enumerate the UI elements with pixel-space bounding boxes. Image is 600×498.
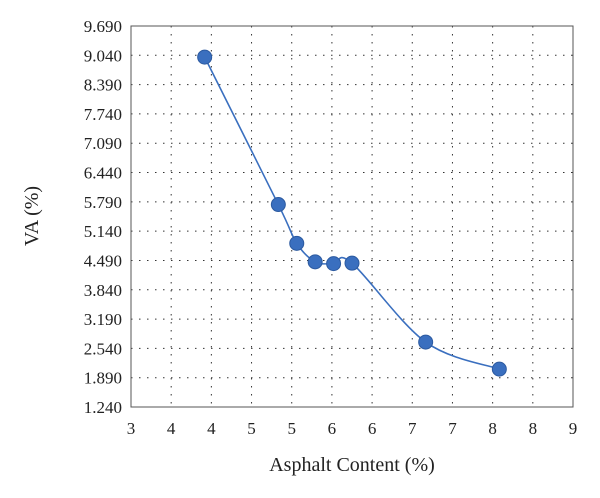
data-point [491, 361, 507, 377]
x-tick-labels: 3 4 4 5 5 6 6 7 7 8 8 9 [127, 419, 578, 438]
y-tick-label: 7.740 [84, 105, 122, 124]
x-tick-label: 9 [569, 419, 578, 438]
x-tick-label: 8 [488, 419, 497, 438]
y-tick-label: 4.490 [84, 251, 122, 270]
x-tick-label: 3 [127, 419, 136, 438]
y-tick-label: 7.090 [84, 134, 122, 153]
y-tick-label: 8.390 [84, 76, 122, 95]
y-tick-label: 1.240 [84, 398, 122, 417]
plot-frame [130, 25, 574, 408]
x-tick-label: 4 [207, 419, 216, 438]
y-tick-label: 5.790 [84, 193, 122, 212]
data-point [307, 254, 323, 270]
y-tick-label: 3.840 [84, 281, 122, 300]
x-tick-label: 8 [529, 419, 538, 438]
x-tick-label: 6 [368, 419, 377, 438]
data-point [326, 256, 342, 272]
x-tick-label: 7 [448, 419, 457, 438]
data-points [197, 49, 507, 377]
y-tick-label: 9.040 [84, 46, 122, 65]
x-tick-label: 6 [328, 419, 337, 438]
y-tick-label: 3.190 [84, 310, 122, 329]
y-tick-labels: 1.240 1.890 2.540 3.190 3.840 4.490 5.140 5.790… [84, 17, 122, 417]
x-tick-label: 7 [408, 419, 417, 438]
data-point [270, 197, 286, 213]
x-axis-title: Asphalt Content (%) [269, 454, 435, 476]
grid-lines [131, 26, 573, 407]
y-tick-label: 9.690 [84, 17, 122, 36]
data-point [344, 255, 360, 271]
x-tick-label: 5 [287, 419, 296, 438]
y-tick-label: 5.140 [84, 222, 122, 241]
y-tick-label: 6.440 [84, 164, 122, 183]
data-point [197, 49, 213, 65]
x-tick-label: 4 [167, 419, 176, 438]
x-tick-label: 5 [247, 419, 256, 438]
series-line [203, 56, 500, 370]
y-tick-label: 2.540 [84, 339, 122, 358]
y-axis-title: VA (%) [21, 186, 43, 246]
data-point [418, 334, 434, 350]
data-point [289, 235, 305, 251]
y-tick-label: 1.890 [84, 369, 122, 388]
